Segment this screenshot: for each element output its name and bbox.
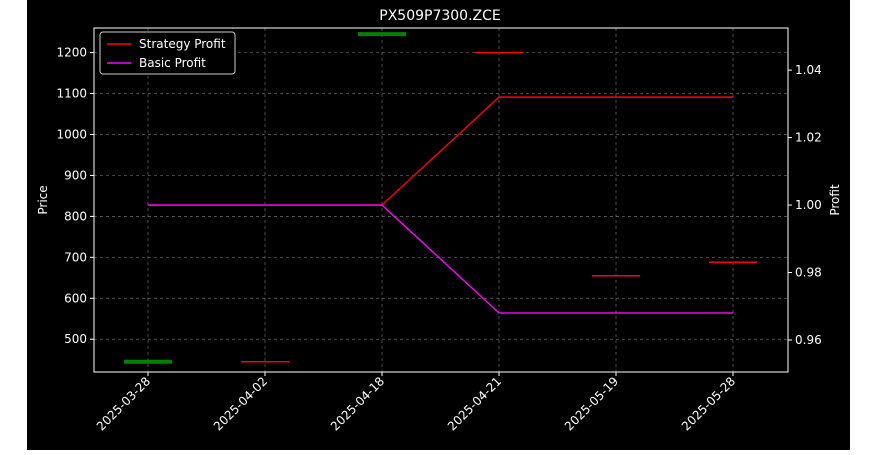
legend-label-strategy: Strategy Profit	[139, 37, 226, 51]
series-line-strategy-profit	[148, 96, 733, 206]
right-y-tick-label: 1.04	[795, 63, 822, 77]
left-y-tick-label: 900	[64, 168, 87, 182]
left-axis: 500 600 700 800 900 1000 1100 1200	[56, 46, 94, 346]
left-y-tick-label: 500	[64, 332, 87, 346]
x-tick-label: 2025-05-28	[679, 374, 738, 433]
chart-title: PX509P7300.ZCE	[379, 8, 501, 24]
left-y-tick-label: 1100	[56, 87, 87, 101]
price-marks	[124, 32, 757, 364]
left-y-tick-label: 700	[64, 250, 87, 264]
right-y-tick-label: 1.00	[795, 198, 822, 212]
series-layer	[148, 96, 733, 314]
left-y-tick-label: 1000	[56, 127, 87, 141]
right-y-tick-label: 1.02	[795, 131, 822, 145]
series-line-basic-profit	[148, 204, 733, 314]
y-axis-label-right: Profit	[828, 184, 842, 216]
x-tick-label: 2025-04-18	[328, 374, 387, 433]
x-tick-label: 2025-05-19	[562, 374, 621, 433]
legend-label-basic: Basic Profit	[139, 56, 206, 70]
x-tick-label: 2025-04-21	[445, 374, 504, 433]
legend-box	[99, 31, 236, 75]
left-y-tick-label: 800	[64, 209, 87, 223]
grid	[94, 28, 788, 372]
chart-figure: PX509P7300.ZCE 500 600 700 800 900 1000 1100 12…	[27, 0, 850, 450]
right-axis: 0.96 0.98 1.00 1.02 1.04	[788, 63, 822, 347]
x-tick-label: 2025-03-28	[94, 374, 153, 433]
left-y-tick-label: 600	[64, 291, 87, 305]
x-tick-label: 2025-04-02	[211, 374, 270, 433]
left-y-tick-label: 1200	[56, 46, 87, 60]
legend: Strategy Profit Basic Profit	[99, 31, 236, 75]
x-axis: 2025-03-28 2025-04-02 2025-04-18 2025-04-21…	[94, 372, 738, 433]
right-y-tick-label: 0.96	[795, 333, 822, 347]
right-y-tick-label: 0.98	[795, 266, 822, 280]
plot-frame	[93, 27, 789, 373]
chart-svg: PX509P7300.ZCE 500 600 700 800 900 1000 1100 12…	[36, 8, 842, 433]
y-axis-label-left: Price	[36, 185, 50, 214]
